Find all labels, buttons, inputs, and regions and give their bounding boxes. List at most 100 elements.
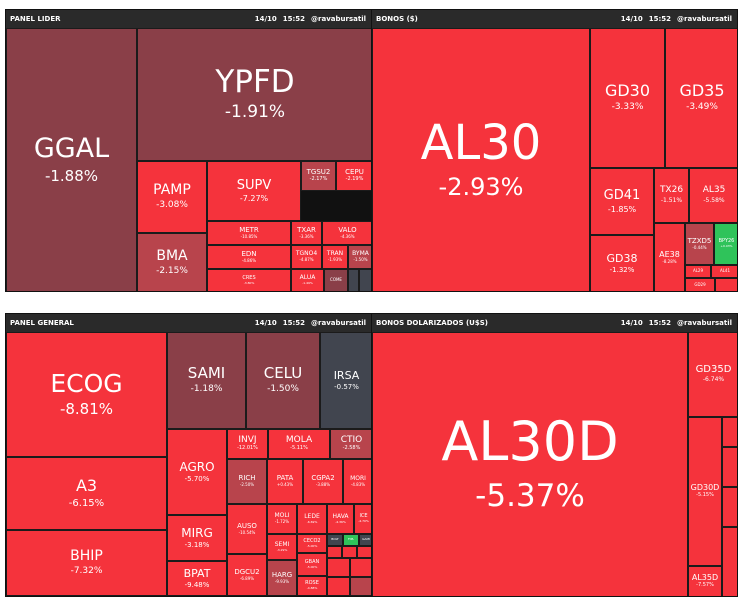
tile-change: -3.88% [315,482,331,488]
tile-sami[interactable]: SAMI -1.18% [167,332,246,429]
tile-semi[interactable]: SEMI -3.29% [267,534,297,560]
tile-bolt[interactable]: BOLT [327,534,343,546]
tile-come[interactable]: COME [324,269,348,291]
tile-small[interactable] [348,269,359,291]
tile-small[interactable] [327,558,350,577]
tile-ecog[interactable]: ECOG -8.81% [6,332,167,457]
tile-ticker: AUSO [237,521,257,530]
tile-small[interactable] [359,269,371,291]
tile-mola[interactable]: MOLA -5.11% [268,429,330,459]
tile-invj[interactable]: INVJ -12.01% [227,429,268,459]
tile-gd30d[interactable]: GD30D -5.15% [688,417,722,566]
tile-moli[interactable]: MOLI -1.72% [267,504,297,534]
tile-rich[interactable]: RICH -2.50% [227,459,267,504]
tile-celu[interactable]: CELU -1.50% [246,332,320,429]
tile-pamp[interactable]: PAMP -3.08% [137,161,207,233]
tile-valo[interactable]: VALO -4.36% [322,221,371,245]
tile-gd30[interactable]: GD30 -3.33% [590,28,665,168]
tile-gd29[interactable]: GD29 [685,278,715,291]
tile-small[interactable] [722,487,737,527]
tile-small[interactable] [350,577,371,596]
tile-gd41[interactable]: GD41 -1.85% [590,168,654,235]
tile-al41[interactable]: AL41 [711,265,737,278]
tile-a3[interactable]: A3 -6.15% [6,457,167,530]
tile-dgcu2[interactable]: DGCU2 -6.89% [227,554,267,596]
tile-small[interactable] [715,278,737,291]
tile-al35d[interactable]: AL35D -7.57% [688,566,722,596]
tile-cepu[interactable]: CEPU -2.19% [336,161,371,191]
tile-ice[interactable]: ICE -4.70% [354,504,371,534]
tile-change: -0.44% [692,244,707,250]
tile-change: -3.33% [611,102,644,113]
tile-tran[interactable]: TRAN -1.93% [322,245,348,269]
tile-irsa[interactable]: IRSA -0.57% [320,332,371,429]
tile-ae38[interactable]: AE38 -8.28% [654,223,685,291]
tile-bpat[interactable]: BPAT -9.48% [167,561,227,596]
tile-change: -2.58% [342,445,361,452]
tile-lede[interactable]: LEDE -6.69% [297,504,327,534]
tile-ceco2[interactable]: CECO2 -5.00% [297,534,327,553]
tile-gami[interactable]: GAMI [359,534,371,546]
tile-ticker: BHIP [70,548,103,565]
tile-agro[interactable]: AGRO -5.70% [167,429,227,515]
tile-ypfd[interactable]: YPFD -1.91% [137,28,371,161]
tile-ticker: TGSU2 [306,167,331,176]
treemap: AL30D -5.37% GD35D -6.74% GD30D -5.15% AL35D -7… [372,332,737,596]
tile-cgpa2[interactable]: CGPA2 -3.88% [303,459,343,504]
tile-change: -8.81% [59,400,114,418]
tile-change: -4.86% [241,257,257,263]
tile-al29[interactable]: AL29 [685,265,711,278]
tile-gd35d[interactable]: GD35D -6.74% [688,332,737,417]
tile-al30d[interactable]: AL30D -5.37% [372,332,688,596]
tile-bma[interactable]: BMA -2.15% [137,233,207,291]
tile-bpy26[interactable]: BPY26 +0.03% [714,223,737,265]
tile-supv[interactable]: SUPV -7.27% [207,161,301,221]
tile-gd38[interactable]: GD38 -1.32% [590,235,654,291]
tile-mori[interactable]: MORI -4.83% [343,459,371,504]
tile-change: -1.91% [224,102,286,122]
panel-date: 14/10 [620,319,643,327]
tile-al30[interactable]: AL30 -2.93% [372,28,590,291]
tile-gban[interactable]: GBAN -5.00% [297,553,327,576]
tile-small[interactable] [357,546,371,558]
tile-pata[interactable]: PATA +0.43% [267,459,303,504]
tile-ticker: CEPU [345,167,364,176]
tile-mirg[interactable]: MIRG -3.18% [167,515,227,561]
tile-cres[interactable]: CRES -3.80% [207,269,291,291]
tile-tzxd5[interactable]: TZXD5 -0.44% [685,223,714,265]
tile-gd35[interactable]: GD35 -3.49% [665,28,737,168]
tile-tx26[interactable]: TX26 -1.51% [654,168,689,223]
tile-small[interactable] [722,447,737,487]
tile-small[interactable] [722,417,737,447]
tile-al35[interactable]: AL35 -5.58% [689,168,737,223]
tile-ctio[interactable]: CTIO -2.58% [330,429,371,459]
tile-metr[interactable]: METR -10.85% [207,221,291,245]
tile-small[interactable] [722,527,737,596]
tile-ggal[interactable]: GGAL -1.88% [6,28,137,291]
tile-byma[interactable]: BYMA -1.50% [348,245,371,269]
tile-ticker: AGRO [179,459,215,474]
tile-auso[interactable]: AUSO -10.54% [227,504,267,554]
tile-small[interactable] [327,577,350,596]
tile-rose[interactable]: ROSE -4.88% [297,576,327,596]
tile-change: -6.89% [239,575,255,581]
tile-small[interactable] [327,546,342,558]
tile-fipl[interactable]: FIPL [343,534,359,546]
tile-small[interactable] [342,546,357,558]
tile-bhip[interactable]: BHIP -7.32% [6,530,167,596]
tile-tgno4[interactable]: TGNO4 -4.87% [291,245,322,269]
tile-harg[interactable]: HARG -9.93% [267,560,297,596]
tile-small[interactable] [350,558,371,577]
tile-change: -3.08% [156,200,188,211]
tile-ticker: SUPV [236,177,272,193]
panel-handle: @ravabursatil [311,319,366,327]
tile-txar[interactable]: TXAR -3.36% [291,221,322,245]
tile-hava[interactable]: HAVA -4.36% [327,504,354,534]
tile-alua[interactable]: ALUA -1.49% [291,269,324,291]
tile-ticker: SAMI [187,364,226,383]
tile-edn[interactable]: EDN -4.86% [207,245,291,269]
tile-change: -4.83% [350,481,366,487]
tile-tgsu2[interactable]: TGSU2 -2.17% [301,161,336,191]
tile-ticker: GD38 [606,251,638,265]
panel-title: BONOS ($) [376,15,418,23]
